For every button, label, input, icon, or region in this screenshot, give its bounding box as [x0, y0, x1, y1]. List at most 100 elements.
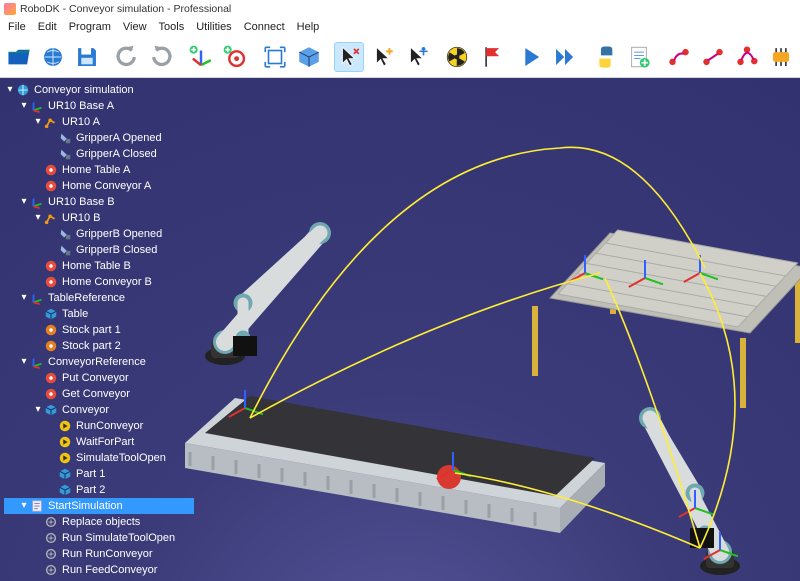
- menu-edit[interactable]: Edit: [32, 21, 63, 33]
- tree-item[interactable]: Home Table A: [4, 162, 194, 178]
- tree-item[interactable]: ▾Conveyor: [4, 402, 194, 418]
- menu-file[interactable]: File: [2, 21, 32, 33]
- menu-utilities[interactable]: Utilities: [190, 21, 237, 33]
- tree-twisty[interactable]: ▾: [32, 402, 44, 418]
- tree-item[interactable]: ▾TableReference: [4, 290, 194, 306]
- tree-twisty[interactable]: ▾: [18, 290, 30, 306]
- tree-twisty[interactable]: ▾: [32, 114, 44, 130]
- toolbar-flag[interactable]: [476, 42, 506, 72]
- toolbar-save[interactable]: [72, 42, 102, 72]
- tree-label: UR10 Base B: [48, 194, 115, 210]
- tree-twisty[interactable]: ▾: [18, 498, 30, 514]
- prog-icon: [58, 435, 72, 449]
- tree-label: Run RunConveyor: [62, 546, 153, 562]
- tree-item[interactable]: GripperA Opened: [4, 130, 194, 146]
- toolbar-play[interactable]: [516, 42, 546, 72]
- toolbar-nuclear[interactable]: [442, 42, 472, 72]
- obj-icon: [58, 483, 72, 497]
- toolbar-cursor-move[interactable]: [402, 42, 432, 72]
- tree-item[interactable]: ▾ConveyorReference: [4, 354, 194, 370]
- menu-tools[interactable]: Tools: [153, 21, 191, 33]
- toolbar-view-cube[interactable]: [294, 42, 324, 72]
- tree-twisty[interactable]: ▾: [18, 194, 30, 210]
- frame-icon: [30, 195, 44, 209]
- menu-program[interactable]: Program: [63, 21, 117, 33]
- tree-item[interactable]: WaitForPart: [4, 434, 194, 450]
- tree-item[interactable]: SimulateToolOpen: [4, 450, 194, 466]
- tree-item[interactable]: Replace objects: [4, 514, 194, 530]
- tree-item[interactable]: GripperB Opened: [4, 226, 194, 242]
- tree-item[interactable]: ▾UR10 Base A: [4, 98, 194, 114]
- menu-help[interactable]: Help: [291, 21, 326, 33]
- tree-item[interactable]: GripperA Closed: [4, 146, 194, 162]
- tree-item[interactable]: Home Table B: [4, 258, 194, 274]
- tree-item[interactable]: ▾Conveyor simulation: [4, 82, 194, 98]
- toolbar-fast-forward[interactable]: [550, 42, 580, 72]
- tree-item[interactable]: Part 2: [4, 482, 194, 498]
- tree-item[interactable]: ▾UR10 B: [4, 210, 194, 226]
- toolbar-move-linear[interactable]: [698, 42, 728, 72]
- toolbar-world[interactable]: [38, 42, 68, 72]
- tree-item[interactable]: Get Conveyor: [4, 386, 194, 402]
- menu-connect[interactable]: Connect: [238, 21, 291, 33]
- toolbar-move-circ[interactable]: [732, 42, 762, 72]
- tree-label: Part 1: [76, 466, 105, 482]
- tree-item[interactable]: Run FeedConveyor: [4, 562, 194, 578]
- tree-twisty[interactable]: ▾: [18, 98, 30, 114]
- toolbar-python[interactable]: [590, 42, 620, 72]
- tree-item[interactable]: Home Conveyor A: [4, 178, 194, 194]
- tree-item[interactable]: Part 1: [4, 466, 194, 482]
- robot: [205, 222, 331, 365]
- toolbar-undo[interactable]: [112, 42, 142, 72]
- toolbar-add-frame[interactable]: [186, 42, 216, 72]
- step-icon: [44, 515, 58, 529]
- tree-label: Home Conveyor A: [62, 178, 151, 194]
- tree-label: Put Conveyor: [62, 370, 129, 386]
- tree-item[interactable]: Run RunConveyor: [4, 546, 194, 562]
- tree-twisty[interactable]: ▾: [4, 82, 16, 98]
- toolbar-move-joint[interactable]: [664, 42, 694, 72]
- target-o-icon: [44, 339, 58, 353]
- tree-item[interactable]: GripperB Closed: [4, 242, 194, 258]
- tree-item[interactable]: Stock part 1: [4, 322, 194, 338]
- tree-item[interactable]: ▾StartSimulation: [4, 498, 194, 514]
- app-icon: [4, 3, 16, 15]
- prog-icon: [58, 451, 72, 465]
- target-o-icon: [44, 323, 58, 337]
- table: [532, 230, 800, 408]
- tool-icon: [58, 131, 72, 145]
- obj-icon: [44, 307, 58, 321]
- tree-item[interactable]: Stock part 2: [4, 338, 194, 354]
- toolbar-new-program[interactable]: [624, 42, 654, 72]
- step-icon: [44, 531, 58, 545]
- viewport-3d[interactable]: ▾Conveyor simulation▾UR10 Base A▾UR10 AG…: [0, 78, 800, 581]
- tree-item[interactable]: ▾ UR10 Base B: [4, 194, 194, 210]
- toolbar-redo[interactable]: [146, 42, 176, 72]
- toolbar-io[interactable]: [766, 42, 796, 72]
- tree-twisty[interactable]: ▾: [18, 354, 30, 370]
- toolbar-fit-view[interactable]: [260, 42, 290, 72]
- station-tree[interactable]: ▾Conveyor simulation▾UR10 Base A▾UR10 AG…: [4, 82, 194, 581]
- tree-item[interactable]: Table: [4, 306, 194, 322]
- target-r-icon: [44, 371, 58, 385]
- menu-view[interactable]: View: [117, 21, 153, 33]
- tree-label: Part 2: [76, 482, 105, 498]
- toolbar-cursor[interactable]: [334, 42, 364, 72]
- step-icon: [44, 563, 58, 577]
- tree-item[interactable]: Home Conveyor B: [4, 274, 194, 290]
- tree-item[interactable]: ▾UR10 A: [4, 114, 194, 130]
- toolbar-cursor-plus[interactable]: [368, 42, 398, 72]
- tree-label: Run FeedConveyor: [62, 562, 157, 578]
- tree-item[interactable]: RunConveyor: [4, 418, 194, 434]
- page-icon: [30, 499, 44, 513]
- toolbar-open-folder[interactable]: [4, 42, 34, 72]
- tree-label: GripperA Opened: [76, 130, 162, 146]
- tree-twisty[interactable]: ▾: [32, 210, 44, 226]
- tree-label: Run SimulateToolOpen: [62, 530, 175, 546]
- tool-icon: [58, 243, 72, 257]
- tool-icon: [58, 227, 72, 241]
- tree-label: Stock part 1: [62, 322, 121, 338]
- tree-item[interactable]: Run SimulateToolOpen: [4, 530, 194, 546]
- tree-item[interactable]: Put Conveyor: [4, 370, 194, 386]
- toolbar-add-target[interactable]: [220, 42, 250, 72]
